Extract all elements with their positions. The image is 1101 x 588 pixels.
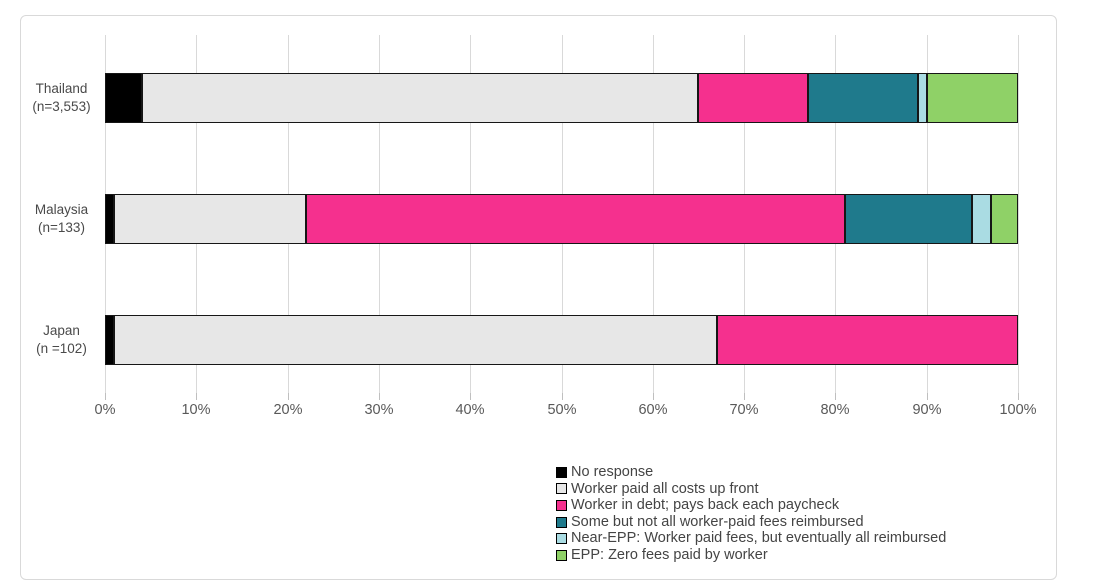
legend-item-some-but-not-all-worker-paid-fees-reimbursed: Some but not all worker-paid fees reimbu… xyxy=(556,514,946,531)
bar-segment-worker-in-debt-pays-back-each-paycheck xyxy=(305,194,845,244)
x-axis-label-60: 60% xyxy=(638,402,668,418)
bar-segment-no-response xyxy=(105,194,115,244)
bar-thailand xyxy=(105,73,1018,123)
x-axis-label-70: 70% xyxy=(729,402,759,418)
bar-segment-worker-paid-all-costs-up-front xyxy=(114,315,717,365)
x-axis-label-100: 100% xyxy=(999,402,1037,418)
bar-segment-worker-paid-all-costs-up-front xyxy=(114,194,306,244)
axis-tick-70 xyxy=(744,393,745,400)
axis-tick-100 xyxy=(1018,393,1019,400)
bar-segment-near-epp-worker-paid-fees-but-eventually-all-reimbursed xyxy=(917,73,927,123)
x-axis-label-40: 40% xyxy=(455,402,485,418)
axis-tick-30 xyxy=(379,393,380,400)
x-axis-label-80: 80% xyxy=(820,402,850,418)
legend-label: Worker paid all costs up front xyxy=(571,480,759,497)
category-n-label: (n =102) xyxy=(36,341,87,356)
axis-tick-0 xyxy=(105,393,106,400)
x-axis-label-20: 20% xyxy=(273,402,303,418)
bar-segment-worker-in-debt-pays-back-each-paycheck xyxy=(716,315,1018,365)
gridline-100 xyxy=(1018,35,1019,393)
category-name: Japan xyxy=(43,323,80,339)
bar-segment-worker-in-debt-pays-back-each-paycheck xyxy=(698,73,808,123)
legend-label: Near-EPP: Worker paid fees, but eventual… xyxy=(571,530,947,547)
axis-tick-60 xyxy=(653,393,654,400)
category-label-thailand: Thailand (n=3,553) xyxy=(20,73,103,123)
axis-tick-90 xyxy=(927,393,928,400)
bar-segment-worker-paid-all-costs-up-front xyxy=(141,73,699,123)
legend-item-epp-zero-fees-paid-by-worker: EPP: Zero fees paid by worker xyxy=(556,547,946,564)
category-label-malaysia: Malaysia (n=133) xyxy=(20,194,103,244)
bar-segment-no-response xyxy=(105,73,142,123)
axis-tick-50 xyxy=(562,393,563,400)
bar-segment-some-but-not-all-worker-paid-fees-reimbursed xyxy=(807,73,918,123)
legend-label: No response xyxy=(571,464,654,480)
x-axis-label-90: 90% xyxy=(912,402,942,418)
x-axis-label-10: 10% xyxy=(181,402,211,418)
legend-swatch-icon xyxy=(556,466,567,478)
legend: No response Worker paid all costs up fron… xyxy=(556,464,946,564)
axis-tick-10 xyxy=(196,393,197,400)
figure-border xyxy=(20,15,1057,580)
axis-tick-20 xyxy=(288,393,289,400)
bar-segment-epp-zero-fees-paid-by-worker xyxy=(926,73,1018,123)
legend-swatch-icon xyxy=(556,533,567,545)
legend-item-near-epp-worker-paid-fees-but-eventually-all-reimbursed: Near-EPP: Worker paid fees, but eventual… xyxy=(556,530,946,547)
legend-item-worker-in-debt-pays-back-each-paycheck: Worker in debt; pays back each paycheck xyxy=(556,497,946,514)
axis-tick-40 xyxy=(470,393,471,400)
legend-item-no-response: No response xyxy=(556,464,946,481)
axis-tick-80 xyxy=(835,393,836,400)
bar-malaysia xyxy=(105,194,1018,244)
legend-swatch-icon xyxy=(556,549,567,561)
bar-segment-some-but-not-all-worker-paid-fees-reimbursed xyxy=(844,194,973,244)
x-axis-label-30: 30% xyxy=(364,402,394,418)
bar-japan xyxy=(105,315,1018,365)
legend-label: EPP: Zero fees paid by worker xyxy=(571,546,768,563)
legend-swatch-icon xyxy=(556,499,567,511)
legend-label: Some but not all worker-paid fees reimbu… xyxy=(571,513,864,530)
bar-segment-epp-zero-fees-paid-by-worker xyxy=(990,194,1018,244)
bar-segment-near-epp-worker-paid-fees-but-eventually-all-reimbursed xyxy=(972,194,991,244)
category-label-japan: Japan (n =102) xyxy=(20,315,103,365)
x-axis-label-50: 50% xyxy=(547,402,577,418)
category-n-label: (n=3,553) xyxy=(32,99,91,114)
category-n-label: (n=133) xyxy=(38,220,85,235)
legend-swatch-icon xyxy=(556,516,567,528)
legend-label: Worker in debt; pays back each paycheck xyxy=(571,497,840,514)
legend-item-worker-paid-all-costs-up-front: Worker paid all costs up front xyxy=(556,481,946,498)
category-name: Thailand xyxy=(35,81,88,97)
x-axis-label-0: 0% xyxy=(94,402,116,418)
category-name: Malaysia xyxy=(34,202,89,218)
legend-swatch-icon xyxy=(556,483,567,495)
bar-segment-no-response xyxy=(105,315,115,365)
